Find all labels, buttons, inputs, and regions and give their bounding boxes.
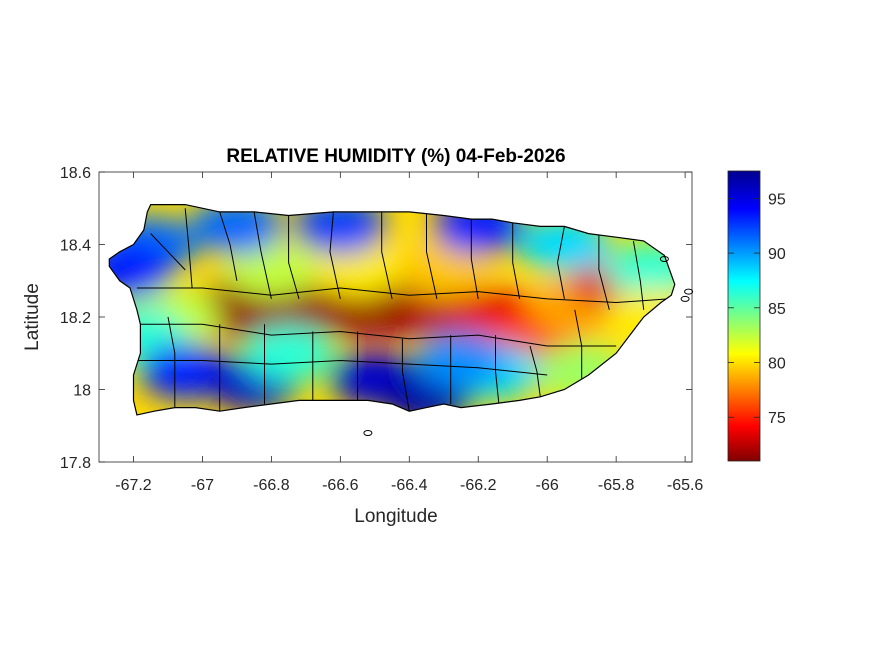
islets <box>363 256 694 436</box>
humidity-cell <box>139 343 232 400</box>
y-axis-label: Latitude <box>22 283 43 351</box>
humidity-cell <box>311 241 404 298</box>
colorbar-tick-label: 85 <box>768 301 786 318</box>
x-tick-label: -66.4 <box>391 477 428 494</box>
municipality-boundary <box>329 211 341 300</box>
x-tick-label: -66.8 <box>253 477 290 494</box>
islet <box>363 430 373 436</box>
x-tick-label: -66.2 <box>460 477 497 494</box>
municipality-boundary <box>598 233 610 310</box>
municipality-boundary <box>288 215 300 300</box>
y-axis-ticks: 17.8 18 18.2 18.4 18.6 <box>60 165 692 472</box>
x-tick-label: -67.2 <box>115 477 152 494</box>
islet <box>684 288 694 295</box>
municipality-boundary <box>150 233 186 271</box>
y-tick-label: 17.8 <box>60 455 91 472</box>
municipality-boundary <box>495 335 500 405</box>
municipality-boundary <box>136 287 668 304</box>
colorbar-tick-label: 95 <box>768 191 786 208</box>
municipality-boundary <box>529 345 541 397</box>
x-tick-label: -66.6 <box>322 477 359 494</box>
municipality-boundary <box>167 316 176 408</box>
municipality-boundary <box>426 211 438 300</box>
colorbar-tick-label: 90 <box>768 246 786 263</box>
colorbar-tick-label: 80 <box>768 356 786 373</box>
colorbar-tick-label: 75 <box>768 410 786 427</box>
municipality-boundary <box>632 240 645 310</box>
islet <box>659 256 669 262</box>
municipality-boundary <box>512 222 521 299</box>
x-tick-label: -67 <box>191 477 214 494</box>
humidity-cell <box>109 241 173 298</box>
y-tick-label: 18 <box>73 383 91 400</box>
islet <box>680 295 690 302</box>
municipality-boundary <box>184 208 193 289</box>
x-tick-label: -65.8 <box>598 477 635 494</box>
municipality-boundary <box>401 338 410 412</box>
municipality-boundary <box>556 226 565 299</box>
island-outline <box>108 204 676 416</box>
municipality-boundary <box>253 211 272 300</box>
y-tick-label: 18.2 <box>60 310 91 327</box>
y-tick-label: 18.6 <box>60 165 91 182</box>
colorbar-ticks: 75 80 85 90 95 <box>728 191 786 427</box>
municipality-boundary <box>133 359 548 376</box>
municipality-boundary <box>381 211 393 300</box>
x-tick-label: -65.6 <box>667 477 704 494</box>
x-axis-ticks: -67.2 -67 -66.8 -66.6 -66.4 -66.2 -66 -65.8 -65.… <box>115 172 703 494</box>
colorbar <box>727 170 761 462</box>
x-axis-label: Longitude <box>354 506 437 527</box>
municipality-boundaries <box>133 208 668 412</box>
municipality-boundary <box>219 211 238 281</box>
municipality-boundary <box>140 323 617 347</box>
humidity-cell <box>415 332 507 389</box>
chart-title: RELATIVE HUMIDITY (%) 04-Feb-2026 <box>226 146 565 167</box>
municipality-boundary <box>470 219 479 299</box>
humidity-cell <box>242 325 335 382</box>
municipality-boundary <box>574 309 583 379</box>
humidity-field <box>109 204 675 415</box>
humidity-cell <box>397 241 490 298</box>
y-tick-label: 18.4 <box>60 238 91 255</box>
x-tick-label: -66 <box>536 477 559 494</box>
